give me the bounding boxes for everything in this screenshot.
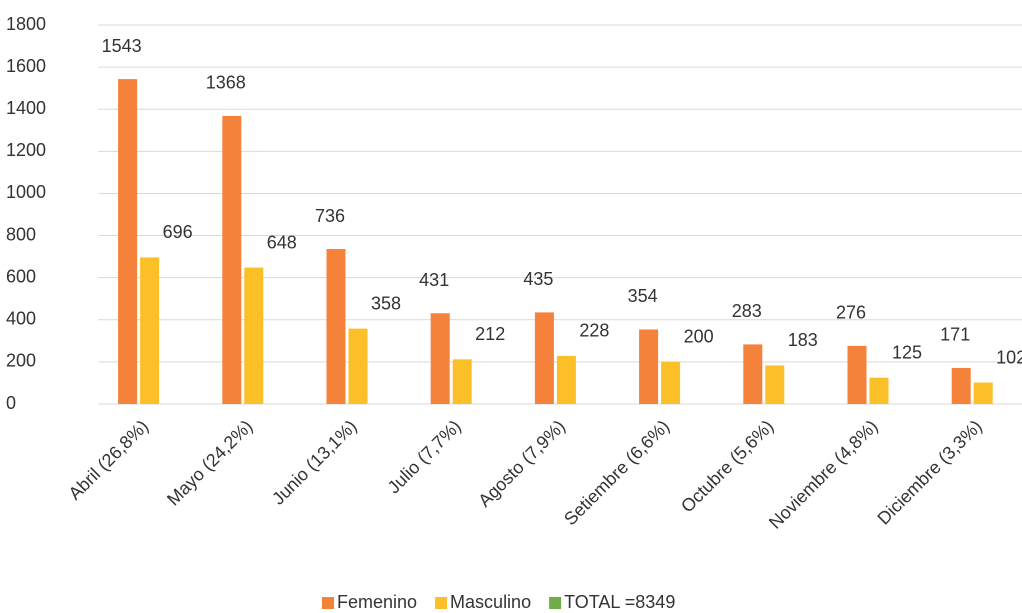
bar: [869, 377, 889, 404]
bar: [973, 382, 993, 404]
bar: [534, 312, 554, 404]
bar: [951, 367, 971, 404]
data-label: 648: [267, 232, 297, 252]
data-label: 228: [579, 321, 609, 341]
bar: [847, 345, 867, 404]
y-tick-label: 1400: [6, 98, 46, 118]
y-tick-label: 1200: [6, 140, 46, 160]
data-label: 212: [475, 324, 505, 344]
y-tick-label: 200: [6, 351, 36, 371]
data-label: 283: [732, 301, 762, 321]
x-tick-label: Mayo (24,2%): [163, 416, 256, 509]
x-tick-label: Junio (13,1%): [268, 416, 361, 509]
y-tick-label: 400: [6, 309, 36, 329]
bar: [430, 313, 450, 404]
x-tick-label: Julio (7,7%): [384, 416, 465, 497]
y-tick-label: 1800: [6, 14, 46, 34]
x-tick-label: Agosto (7,9%): [474, 416, 569, 511]
legend-swatch: [322, 597, 334, 609]
y-tick-label: 0: [6, 393, 16, 413]
data-label: 354: [628, 286, 658, 306]
bar: [326, 249, 346, 404]
bar: [661, 361, 681, 404]
legend-label: Femenino: [337, 592, 417, 612]
data-label: 200: [684, 327, 714, 347]
y-tick-label: 1600: [6, 56, 46, 76]
bar: [639, 329, 659, 404]
y-tick-label: 800: [6, 224, 36, 244]
data-label: 102: [996, 347, 1022, 367]
data-label: 1368: [206, 73, 246, 93]
data-label: 183: [788, 330, 818, 350]
data-label: 431: [419, 270, 449, 290]
y-tick-label: 600: [6, 266, 36, 286]
data-label: 358: [371, 293, 401, 313]
bar: [452, 359, 472, 404]
data-label: 171: [940, 325, 970, 345]
legend-label: Masculino: [450, 592, 531, 612]
legend-label: TOTAL =8349: [564, 592, 675, 612]
data-label: 696: [163, 222, 193, 242]
x-tick-label: Abril (26,8%): [65, 416, 153, 504]
bar: [140, 257, 160, 404]
bar: [743, 344, 763, 404]
bar: [556, 355, 576, 404]
bar: [348, 328, 368, 404]
data-label: 125: [892, 342, 922, 362]
data-label: 736: [315, 206, 345, 226]
x-tick-label: Diciembre (3,3%): [873, 416, 985, 528]
bar: [118, 79, 138, 404]
x-tick-label: Noviembre (4,8%): [765, 416, 882, 533]
x-tick-label: Setiembre (6,6%): [560, 416, 673, 529]
bar: [244, 267, 264, 404]
x-tick-label: Octubre (5,6%): [677, 416, 777, 516]
data-label: 435: [523, 269, 553, 289]
bar: [765, 365, 785, 404]
data-label: 1543: [102, 36, 142, 56]
data-label: 276: [836, 303, 866, 323]
y-tick-label: 1000: [6, 182, 46, 202]
legend-swatch: [549, 597, 562, 609]
legend-swatch: [435, 597, 448, 609]
bar: [222, 115, 242, 405]
